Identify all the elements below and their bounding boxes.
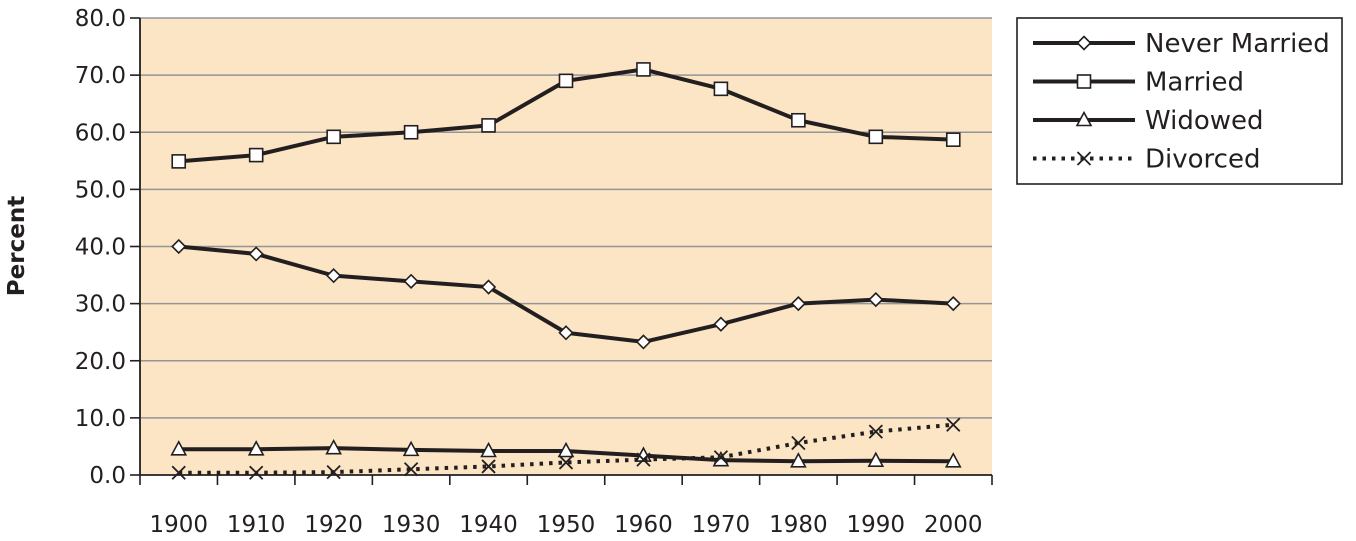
y-tick-label: 20.0	[75, 349, 126, 375]
x-tick-label: 1910	[227, 512, 286, 538]
x-marker-stroke	[636, 452, 651, 467]
series-layer	[170, 62, 962, 480]
legend-item-widowed: Widowed	[1033, 106, 1264, 136]
legend-marker	[1076, 35, 1092, 51]
y-tick-label: 30.0	[75, 292, 126, 318]
legend-item-never-married: Never Married	[1033, 29, 1330, 59]
data-point-divorced	[171, 465, 186, 480]
legend-label: Divorced	[1145, 145, 1260, 175]
legend-marker	[1076, 74, 1092, 89]
data-point-never-married	[713, 316, 729, 332]
x-tick-label: 1950	[537, 512, 596, 538]
x-marker-stroke	[558, 455, 574, 470]
x-tick-label: 1900	[149, 512, 208, 538]
data-point-widowed	[247, 440, 265, 456]
data-point-widowed	[480, 441, 497, 458]
data-point-never-married	[248, 246, 264, 262]
data-point-married	[171, 154, 187, 169]
x-tick-label: 1990	[847, 512, 906, 538]
data-point-married	[791, 112, 806, 128]
data-point-never-married	[945, 295, 961, 312]
x-tick-label: 1970	[692, 512, 751, 538]
data-point-never-married	[790, 295, 806, 312]
x-marker-stroke	[791, 435, 806, 451]
series-divorced	[171, 417, 961, 480]
x-marker-stroke	[326, 465, 341, 480]
x-marker-stroke	[249, 465, 264, 480]
data-point-never-married	[635, 334, 652, 350]
data-point-divorced	[868, 424, 883, 439]
legend-label: Never Married	[1145, 29, 1330, 59]
x-marker-stroke	[868, 424, 883, 439]
data-point-divorced	[481, 459, 496, 474]
x-marker-stroke	[171, 465, 186, 480]
y-tick-label: 0.0	[89, 463, 126, 489]
x-marker-stroke	[1076, 151, 1092, 166]
legend-item-divorced: Divorced	[1033, 145, 1260, 175]
data-point-divorced	[713, 450, 729, 465]
y-tick-label: 10.0	[75, 406, 126, 432]
data-point-never-married	[480, 279, 497, 295]
data-point-widowed	[402, 440, 420, 457]
x-tick-label: 1980	[769, 512, 828, 538]
series-married	[171, 62, 961, 169]
x-tick-label: 1940	[459, 512, 518, 538]
y-tick-label: 50.0	[75, 177, 126, 203]
x-marker-stroke	[713, 450, 729, 465]
y-tick-label: 40.0	[75, 235, 126, 261]
legend-label: Married	[1145, 68, 1244, 98]
data-point-divorced	[326, 465, 341, 480]
legend: Never Married Married Widowed Divorced	[1016, 17, 1343, 185]
data-point-married	[558, 73, 574, 89]
data-point-divorced	[791, 435, 806, 451]
legend-marker	[1075, 110, 1093, 127]
series-never-married	[171, 238, 961, 350]
data-point-never-married	[868, 291, 884, 308]
data-point-never-married	[558, 325, 574, 341]
legend-item-married: Married	[1033, 68, 1244, 98]
data-point-widowed	[557, 441, 575, 458]
x-tick-label: 1920	[304, 512, 363, 538]
x-axis-tick-labels: 1900 1910 1920 1930 1940 1950 1960 1970 1980 1990…	[149, 512, 982, 538]
data-point-married	[481, 118, 496, 133]
data-point-never-married	[403, 273, 419, 289]
y-axis-tick-labels: 0.0 10.0 20.0 30.0 40.0 50.0 60.0 70.0 80.0	[75, 6, 126, 489]
data-point-married	[713, 81, 729, 97]
data-point-married	[636, 62, 651, 77]
data-point-widowed	[867, 451, 885, 468]
data-point-married	[945, 132, 961, 147]
data-point-married	[248, 147, 264, 163]
x-marker-stroke	[481, 459, 496, 474]
data-point-widowed	[170, 440, 188, 456]
data-point-never-married	[326, 268, 342, 284]
x-tick-label: 2000	[924, 512, 983, 538]
legend-label: Widowed	[1145, 106, 1264, 136]
series-widowed	[170, 438, 962, 468]
data-point-divorced	[249, 465, 264, 480]
data-point-widowed	[325, 438, 342, 455]
data-point-widowed	[944, 452, 962, 468]
data-point-married	[326, 129, 341, 145]
y-axis-title: Percent	[4, 196, 30, 296]
axes	[139, 18, 993, 485]
data-point-divorced	[403, 462, 419, 477]
x-tick-label: 1960	[614, 512, 673, 538]
x-tick-label: 1930	[382, 512, 441, 538]
y-tick-label: 70.0	[75, 63, 126, 89]
data-point-widowed	[790, 452, 807, 468]
data-point-never-married	[171, 238, 187, 255]
data-point-married	[868, 129, 884, 145]
data-point-divorced	[558, 455, 574, 470]
y-tick-label: 60.0	[75, 120, 126, 146]
data-point-divorced	[946, 417, 961, 432]
legend-marker	[1076, 151, 1092, 166]
data-point-divorced	[636, 452, 651, 467]
y-tick-label: 80.0	[75, 6, 126, 32]
x-marker-stroke	[403, 462, 419, 477]
x-marker-stroke	[946, 417, 961, 432]
series-line-divorced	[178, 422, 954, 475]
legend-box	[1016, 17, 1343, 185]
data-point-married	[403, 124, 419, 140]
